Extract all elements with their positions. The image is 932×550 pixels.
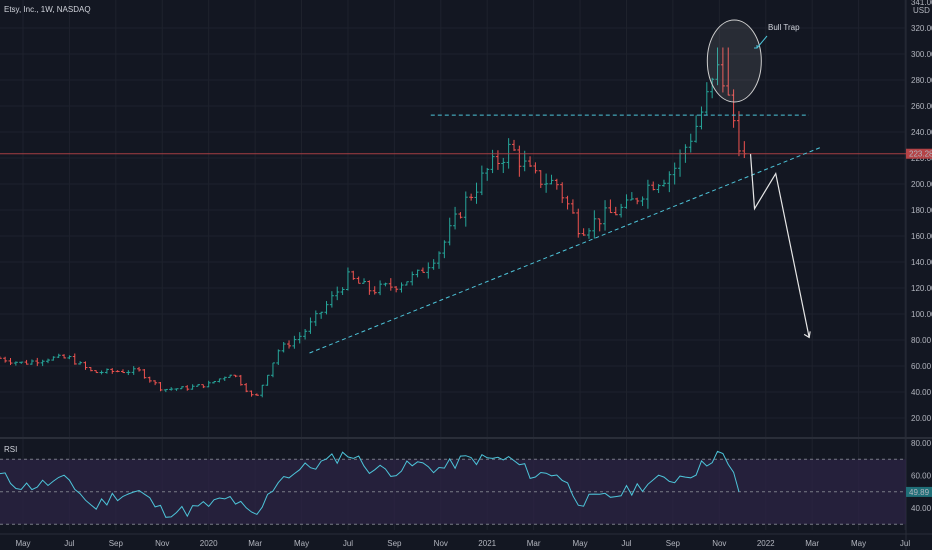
time-axis-label: 2020 bbox=[200, 539, 218, 548]
bull-trap-pointer-head bbox=[754, 45, 758, 49]
time-axis-label: Sep bbox=[387, 539, 402, 548]
time-axis-label: Sep bbox=[666, 539, 681, 548]
rsi-axis-label: 60.00 bbox=[911, 472, 932, 481]
price-axis-currency: USD bbox=[913, 6, 930, 15]
rsi-axis-label: 40.00 bbox=[911, 504, 932, 513]
time-axis-label: May bbox=[15, 539, 30, 548]
price-axis-label: 20.00 bbox=[911, 414, 932, 423]
bull-trap-highlight bbox=[706, 19, 762, 103]
rsi-last-label: 49.89 bbox=[909, 488, 930, 497]
price-axis-label: 60.00 bbox=[911, 362, 932, 371]
time-axis-label: 2022 bbox=[757, 539, 775, 548]
projection-arrow bbox=[749, 154, 810, 338]
price-axis-label: 80.00 bbox=[911, 336, 932, 345]
time-axis-label: Nov bbox=[155, 539, 169, 548]
time-axis-label: Mar bbox=[248, 539, 262, 548]
bull-trap-pointer bbox=[756, 35, 768, 49]
bull-trap-label: Bull Trap bbox=[768, 23, 800, 32]
rsi-line bbox=[0, 450, 740, 518]
time-axis-label: 2021 bbox=[478, 539, 496, 548]
time-axis-label: May bbox=[294, 539, 309, 548]
rsi-last-badge[interactable] bbox=[906, 486, 932, 497]
price-axis-label: 140.00 bbox=[911, 258, 932, 267]
time-axis-label: Mar bbox=[805, 539, 819, 548]
time-axis-label: Nov bbox=[434, 539, 448, 548]
price-axis-label: 160.00 bbox=[911, 232, 932, 241]
rsi-title: RSI bbox=[4, 445, 17, 454]
price-axis-label: 200.00 bbox=[911, 180, 932, 189]
time-axis-label: Mar bbox=[527, 539, 541, 548]
price-axis-label: 180.00 bbox=[911, 206, 932, 215]
price-axis-label: 300.00 bbox=[911, 50, 932, 59]
time-axis-label: Jul bbox=[900, 539, 910, 548]
rsi-axis-label: 80.00 bbox=[911, 439, 932, 448]
last-price-label: 223.28 bbox=[909, 150, 932, 159]
price-axis-label: 240.00 bbox=[911, 128, 932, 137]
price-axis-label: 100.00 bbox=[911, 310, 932, 319]
time-axis-label: Jul bbox=[621, 539, 631, 548]
time-axis-label: Nov bbox=[712, 539, 726, 548]
price-axis-label: 320.00 bbox=[911, 24, 932, 33]
time-axis-label: Sep bbox=[109, 539, 124, 548]
price-axis-label: 260.00 bbox=[911, 102, 932, 111]
time-axis-label: May bbox=[572, 539, 587, 548]
price-axis-label: 40.00 bbox=[911, 388, 932, 397]
support-trendline bbox=[309, 147, 821, 354]
last-price-badge[interactable] bbox=[906, 148, 932, 159]
symbol-title: Etsy, Inc., 1W, NASDAQ bbox=[4, 5, 91, 14]
time-axis-label: Jul bbox=[343, 539, 353, 548]
projection-arrow-head bbox=[803, 331, 811, 339]
price-axis-label: 280.00 bbox=[911, 76, 932, 85]
price-axis-label: 120.00 bbox=[911, 284, 932, 293]
time-axis-label: May bbox=[851, 539, 866, 548]
price-axis-label: 341.00 bbox=[911, 0, 932, 7]
time-axis-label: Jul bbox=[64, 539, 74, 548]
